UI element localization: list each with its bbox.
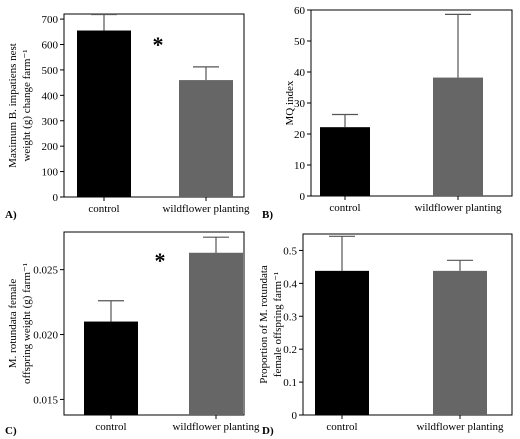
- y-tick-label-a: 600: [42, 40, 59, 52]
- plot-frame-c: [63, 231, 245, 416]
- y-axis-label-d: Proportion of M. rotundata female offspri…: [258, 265, 284, 384]
- y-tick-label-a: 700: [42, 14, 59, 26]
- y-tick-label-a: 0: [53, 192, 59, 204]
- bar-d-control: [315, 270, 369, 415]
- significance-star-a: *: [153, 32, 164, 57]
- panel-b: 0 10 20 30 40 50 60 control wildflower planting M…: [262, 5, 513, 221]
- x-category-label-d: control: [326, 421, 357, 433]
- panel-letter-c: C): [5, 425, 17, 437]
- panel-d: 0 0.1 0.2 0.3 0.4 0.5 control wildflower planti…: [258, 233, 513, 437]
- y-tick-label-d: 0.3: [283, 311, 297, 323]
- x-category-label-c: wildflower planting: [172, 421, 260, 433]
- y-tick-label-c: 0.025: [33, 265, 58, 277]
- y-axis-label-a: Maximum B. impatiens nest weight (g) chan…: [7, 43, 33, 168]
- plot-frame-d: [302, 233, 513, 416]
- y-tick-label-b: 40: [294, 67, 306, 79]
- y-tick-label-a: 200: [42, 141, 59, 153]
- y-tick-label-a: 300: [42, 116, 59, 128]
- y-axis-label-b: MQ index: [284, 80, 296, 125]
- significance-star-c: *: [155, 248, 166, 273]
- panel-letter-d: D): [262, 425, 274, 437]
- y-tick-label-c: 0.015: [33, 394, 58, 406]
- y-tick-label-b: 60: [294, 5, 306, 17]
- y-tick-label-d: 0.1: [283, 377, 297, 389]
- bar-c-wildflower: [189, 252, 243, 415]
- y-tick-label-d: 0.2: [283, 344, 297, 356]
- bar-d-wildflower: [433, 270, 487, 415]
- y-tick-label-d: 0: [292, 410, 298, 422]
- y-tick-label-b: 50: [294, 36, 306, 48]
- y-tick-label-b: 10: [294, 160, 306, 172]
- x-category-label-a: wildflower planting: [162, 203, 250, 215]
- y-axis-label-c: M. rotundata female offspring weight (g) …: [7, 263, 33, 384]
- bar-b-control: [320, 127, 370, 196]
- plot-frame-a: [63, 13, 245, 198]
- y-tick-label-b: 20: [294, 129, 306, 141]
- y-tick-label-c: 0.020: [33, 330, 58, 342]
- x-category-label-a: control: [88, 203, 119, 215]
- y-tick-label-a: 500: [42, 65, 59, 77]
- panel-a: 0 100 200 300 400 500 600 700 control wildflower …: [5, 13, 250, 221]
- bar-b-wildflower: [433, 77, 483, 196]
- y-tick-label-b: 0: [300, 191, 306, 203]
- bar-a-control: [77, 30, 131, 198]
- panel-letter-a: A): [5, 209, 17, 221]
- y-tick-label-d: 0.5: [283, 245, 297, 257]
- y-tick-label-d: 0.4: [283, 278, 297, 290]
- y-tick-label-a: 400: [42, 90, 59, 102]
- bar-a-wildflower: [179, 80, 233, 197]
- y-tick-label-b: 30: [294, 98, 306, 110]
- x-category-label-c: control: [95, 421, 126, 433]
- x-category-label-b: wildflower planting: [414, 202, 502, 214]
- panel-letter-b: B): [262, 209, 273, 221]
- bar-c-control: [84, 321, 138, 415]
- panel-c: 0.015 0.020 0.025 control wildflower plantin…: [5, 231, 260, 437]
- x-category-label-b: control: [329, 202, 360, 214]
- x-category-label-d: wildflower planting: [416, 421, 504, 433]
- y-tick-label-a: 100: [42, 167, 59, 179]
